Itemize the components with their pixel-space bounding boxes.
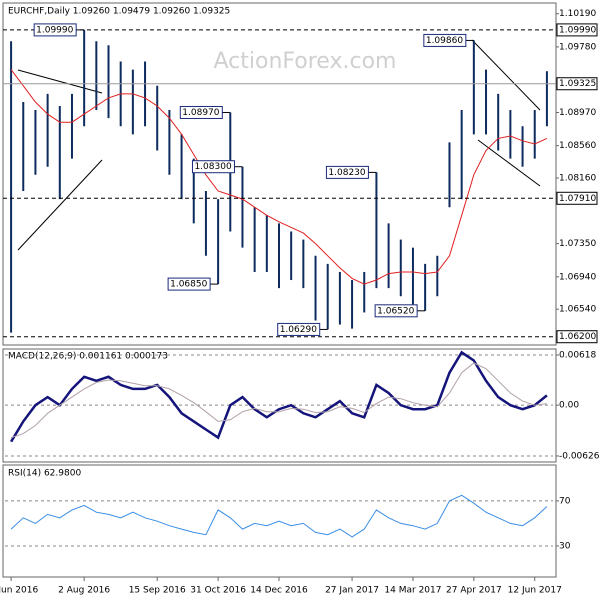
level-label: 1.07910	[559, 194, 596, 204]
x-tick-label: 31 Oct 2016	[190, 586, 246, 596]
y-tick-label: 1.06540	[559, 305, 596, 315]
level-label: 1.09325	[559, 79, 596, 89]
y-tick-label: -0.00626	[559, 451, 600, 461]
level-label: 1.06200	[559, 332, 596, 342]
price-title: EURCHF,Daily 1.09260 1.09479 1.09260 1.0…	[8, 7, 230, 17]
y-tick-label: 1.09780	[559, 42, 596, 52]
annotation-label: 1.08300	[194, 162, 231, 172]
annotation-box	[179, 105, 223, 119]
annotation-label: 1.08230	[328, 168, 365, 178]
level-label: 1.09990	[559, 25, 596, 35]
level-label-box	[556, 330, 598, 344]
x-tick-label: 14 Mar 2017	[384, 586, 441, 596]
annotation-box	[423, 33, 467, 47]
rsi-title: RSI(14) 62.9800	[8, 469, 81, 479]
annotation-box	[277, 322, 321, 336]
y-tick-label: 0.00	[559, 401, 579, 411]
macd-title: MACD(12,26,9) 0.001161 0.000173	[8, 352, 168, 362]
y-tick-label: 1.06940	[559, 272, 596, 282]
y-tick-label: 30	[559, 541, 571, 551]
level-label-box	[556, 77, 598, 91]
annotation-label: 1.06850	[170, 280, 207, 290]
y-tick-label: 1.08970	[559, 108, 596, 118]
indicator-line	[10, 494, 548, 538]
y-tick-label: 1.08160	[559, 174, 596, 184]
indicator-line	[10, 362, 547, 439]
y-tick-label: 1.07350	[559, 239, 596, 249]
x-tick-label: 2 Aug 2016	[58, 586, 110, 596]
level-label-box	[556, 191, 598, 205]
x-tick-label: 27 Apr 2017	[446, 586, 502, 596]
annotation-label: 1.09860	[426, 36, 463, 46]
annotation-box	[191, 160, 235, 174]
indicator-line	[10, 350, 548, 443]
trend-line	[17, 159, 103, 251]
price-panel	[2, 2, 557, 346]
level-label-box	[556, 23, 598, 37]
x-tick-label: 14 Dec 2016	[250, 586, 308, 596]
annotation-box	[325, 165, 369, 179]
annotation-box	[33, 23, 77, 37]
moving-average	[10, 69, 548, 285]
x-tick-label: 15 Sep 2016	[129, 586, 186, 596]
y-tick-label: 1.10190	[559, 9, 596, 19]
x-tick-label: 12 Jun 2017	[508, 586, 562, 596]
annotation-label: 1.08970	[182, 108, 219, 118]
trend-line	[471, 39, 541, 111]
annotation-label: 1.09990	[36, 25, 73, 35]
y-tick-label: 0.00618	[559, 351, 596, 361]
annotation-box	[167, 277, 211, 291]
annotation-label: 1.06290	[280, 325, 317, 335]
annotation-box	[374, 304, 418, 318]
annotation-label: 1.06520	[377, 306, 414, 316]
watermark: ActionForex.com	[214, 49, 397, 74]
x-tick-label: 17 Jun 2016	[0, 586, 38, 596]
y-tick-label: 70	[559, 496, 571, 506]
trend-line	[17, 69, 103, 94]
x-tick-label: 27 Jan 2017	[325, 586, 379, 596]
y-tick-label: 1.08560	[559, 141, 596, 151]
